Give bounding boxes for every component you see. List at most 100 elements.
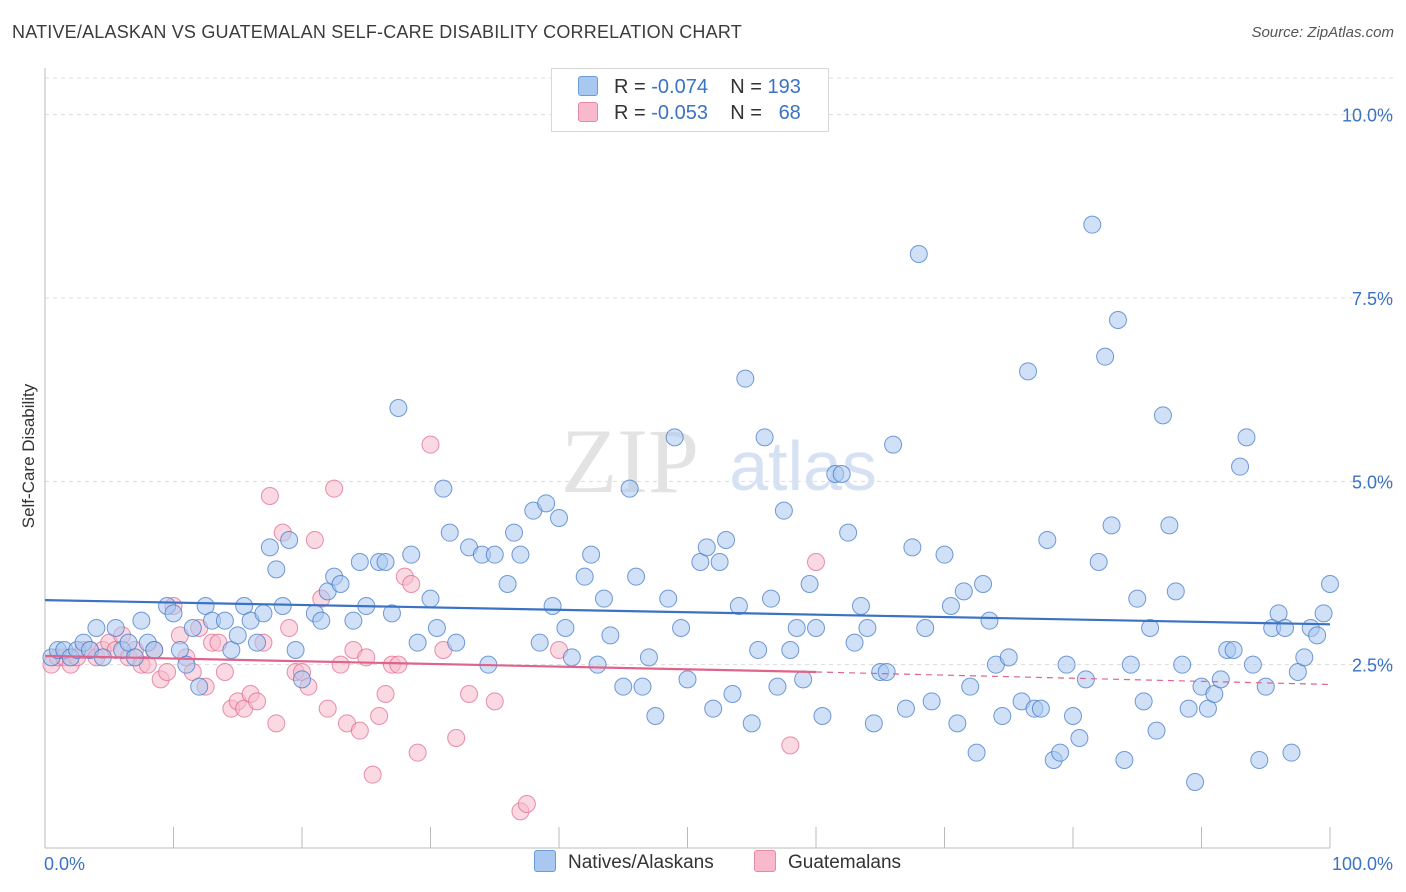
legend-row-guatemalans: R = -0.053 N = 68: [578, 102, 801, 126]
data-point: [132, 611, 151, 630]
data-point: [267, 560, 286, 579]
data-point: [1231, 457, 1250, 476]
legend-swatch-guatemalans-bottom: [754, 850, 776, 872]
data-point: [280, 531, 299, 549]
data-point: [710, 553, 729, 571]
data-point: [376, 685, 395, 703]
data-point: [260, 538, 279, 557]
data-point: [697, 538, 716, 557]
data-point: [781, 641, 800, 659]
data-point: [106, 619, 125, 637]
data-point: [768, 677, 787, 696]
legend-label-natives: Natives/Alaskans: [568, 852, 714, 873]
data-point: [1179, 699, 1198, 718]
data-point: [537, 494, 556, 513]
legend-row-natives: R = -0.074 N = 193: [578, 76, 801, 100]
data-point: [1108, 311, 1127, 329]
data-point: [1186, 773, 1205, 791]
data-point: [858, 619, 877, 637]
data-point: [280, 619, 299, 637]
x-tick-label-max: 100.0%: [1332, 854, 1393, 874]
legend-label-guatemalans: Guatemalans: [788, 852, 902, 873]
data-point: [633, 677, 652, 696]
data-point: [248, 633, 267, 652]
data-point: [228, 626, 247, 645]
data-point: [248, 692, 267, 711]
data-point: [1256, 677, 1275, 696]
data-point: [627, 567, 646, 586]
data-point: [215, 611, 234, 630]
data-point: [556, 619, 575, 637]
data-point: [678, 670, 697, 689]
data-point: [620, 479, 639, 498]
data-point: [672, 619, 691, 637]
data-point: [177, 655, 196, 674]
data-point: [1134, 692, 1153, 711]
natives-alaskans-points: [42, 215, 1339, 791]
data-point: [505, 523, 524, 542]
data-point: [800, 575, 819, 593]
data-point: [1314, 604, 1333, 623]
data-point: [896, 699, 915, 718]
data-point: [1160, 516, 1179, 535]
data-point: [813, 707, 832, 725]
trend-line-natives: [44, 599, 1331, 626]
data-point: [1115, 751, 1134, 769]
y-tick-label: 7.5%: [1352, 289, 1393, 309]
n-label: N =: [730, 76, 762, 98]
data-point: [922, 692, 941, 711]
data-point: [318, 699, 337, 718]
data-point: [215, 663, 234, 681]
data-point: [325, 479, 344, 498]
data-point: [1141, 619, 1160, 637]
data-point: [903, 538, 922, 557]
data-point: [974, 575, 993, 593]
data-point: [588, 655, 607, 674]
data-point: [421, 435, 440, 454]
data-point: [511, 545, 530, 564]
data-point: [389, 399, 408, 417]
data-point: [1295, 648, 1314, 667]
data-point: [993, 707, 1012, 725]
data-point: [1276, 619, 1295, 637]
source-credit: Source: ZipAtlas.com: [1251, 24, 1394, 41]
data-point: [312, 611, 331, 630]
data-point: [190, 677, 209, 696]
data-point: [498, 575, 517, 593]
data-point: [582, 545, 601, 564]
data-point: [427, 619, 446, 637]
n-value: 193: [767, 76, 801, 98]
data-point: [389, 655, 408, 674]
data-point: [961, 677, 980, 696]
data-point: [1031, 699, 1050, 718]
data-point: [164, 604, 183, 623]
data-point: [1038, 531, 1057, 549]
data-point: [884, 435, 903, 454]
data-point: [331, 655, 350, 674]
data-point: [794, 670, 813, 689]
data-point: [851, 597, 870, 615]
data-point: [447, 633, 466, 652]
data-point: [485, 545, 504, 564]
data-point: [485, 692, 504, 711]
r-value: -0.053: [651, 102, 708, 124]
data-point: [408, 633, 427, 652]
data-point: [742, 714, 761, 733]
data-point: [331, 575, 350, 593]
data-point: [382, 604, 401, 623]
data-point: [723, 685, 742, 703]
data-point: [864, 714, 883, 733]
data-point: [755, 428, 774, 447]
r-label: R =: [614, 76, 646, 98]
data-point: [260, 487, 279, 505]
trend-lines: [44, 599, 1331, 686]
data-point: [517, 795, 536, 813]
data-point: [370, 707, 389, 725]
n-value: 68: [778, 102, 801, 124]
data-point: [376, 553, 395, 571]
watermark: ZIP atlas: [561, 410, 877, 512]
data-point: [1237, 428, 1256, 447]
data-point: [1076, 670, 1095, 689]
data-point: [594, 589, 613, 608]
data-point: [183, 619, 202, 637]
